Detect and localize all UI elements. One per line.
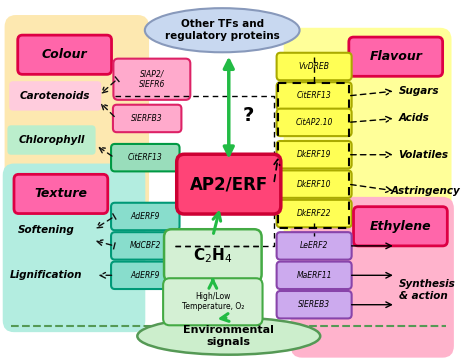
Text: AdERF9: AdERF9 [130,271,160,280]
Text: Synthesis
& action: Synthesis & action [399,279,456,301]
Text: ?: ? [243,106,254,125]
Text: CitERF13: CitERF13 [128,153,163,162]
Text: AdERF9: AdERF9 [130,212,160,221]
FancyBboxPatch shape [111,203,180,230]
FancyBboxPatch shape [277,232,352,260]
FancyBboxPatch shape [277,141,352,168]
FancyBboxPatch shape [111,144,180,171]
FancyBboxPatch shape [163,278,263,325]
FancyBboxPatch shape [277,109,352,136]
Text: Astringency: Astringency [391,186,461,196]
Text: CitERF13: CitERF13 [297,91,331,100]
FancyBboxPatch shape [354,207,447,246]
Text: SlERFB3: SlERFB3 [131,114,163,123]
Text: LeERF2: LeERF2 [300,242,328,251]
Text: Colour: Colour [42,48,87,61]
Text: Environmental
signals: Environmental signals [183,325,274,347]
FancyBboxPatch shape [18,35,111,74]
FancyBboxPatch shape [177,154,281,214]
FancyBboxPatch shape [111,232,180,260]
FancyBboxPatch shape [3,163,146,332]
FancyBboxPatch shape [14,174,108,213]
FancyBboxPatch shape [8,125,96,155]
Text: MdCBF2: MdCBF2 [129,242,161,251]
Text: Sugars: Sugars [399,86,439,96]
FancyBboxPatch shape [111,262,180,289]
FancyBboxPatch shape [349,37,443,76]
Text: Softening: Softening [18,225,74,235]
FancyBboxPatch shape [277,200,352,227]
FancyBboxPatch shape [113,105,182,132]
FancyBboxPatch shape [283,28,452,242]
Text: High/Low
Temperature, O₂: High/Low Temperature, O₂ [182,292,244,311]
Text: Other TFs and
regulatory proteins: Other TFs and regulatory proteins [165,19,280,41]
Text: Flavour: Flavour [369,50,422,63]
FancyBboxPatch shape [277,82,352,110]
Text: DkERF22: DkERF22 [297,209,331,218]
Text: C$_2$H$_4$: C$_2$H$_4$ [193,246,233,265]
Text: DkERF10: DkERF10 [297,180,331,189]
Text: SlEREB3: SlEREB3 [298,300,330,309]
Text: DkERF19: DkERF19 [297,150,331,159]
FancyBboxPatch shape [113,59,191,100]
Ellipse shape [137,318,320,355]
FancyBboxPatch shape [277,53,352,80]
Ellipse shape [145,8,300,52]
FancyBboxPatch shape [5,15,149,210]
Text: AP2/ERF: AP2/ERF [190,175,268,193]
Text: Volatiles: Volatiles [399,150,448,160]
FancyBboxPatch shape [9,81,101,111]
Text: Carotenoids: Carotenoids [20,91,91,101]
Text: Lignification: Lignification [9,270,82,280]
Text: Texture: Texture [35,188,87,201]
Text: Ethylene: Ethylene [370,220,431,233]
Text: Chlorophyll: Chlorophyll [18,135,85,145]
FancyBboxPatch shape [277,170,352,198]
Text: CitAP2.10: CitAP2.10 [295,118,333,127]
Text: Acids: Acids [399,113,429,123]
FancyBboxPatch shape [164,229,262,282]
Text: VvDREB: VvDREB [299,62,329,71]
FancyBboxPatch shape [277,262,352,289]
FancyBboxPatch shape [291,197,454,357]
FancyBboxPatch shape [277,291,352,319]
Text: SlAP2/
SlEFR6: SlAP2/ SlEFR6 [139,69,165,89]
Text: MaERF11: MaERF11 [296,271,332,280]
